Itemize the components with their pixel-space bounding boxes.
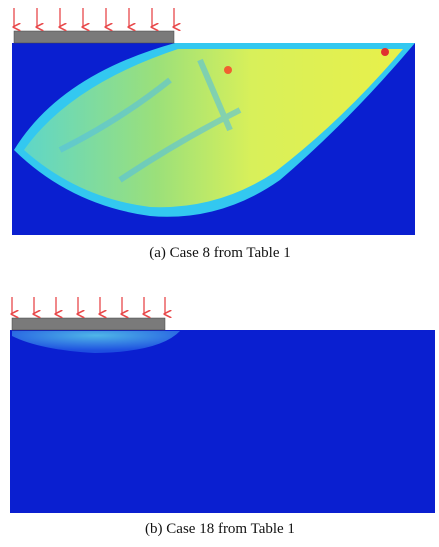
- footing: [14, 31, 174, 43]
- caption: (a) Case 8 from Table 1: [149, 245, 291, 261]
- panel-b: (b) Case 18 from Table 1: [10, 297, 435, 537]
- caption: (b) Case 18 from Table 1: [145, 521, 295, 537]
- footing: [12, 318, 165, 330]
- hot-spot: [381, 48, 389, 56]
- load-arrows: [14, 8, 174, 27]
- soil-domain: [10, 330, 435, 513]
- page: (a) Case 8 from Table 1 (b) Case 18 from…: [0, 0, 439, 547]
- panel-a: (a) Case 8 from Table 1: [12, 8, 415, 261]
- load-arrows: [12, 297, 165, 314]
- figure: (a) Case 8 from Table 1 (b) Case 18 from…: [0, 0, 439, 547]
- hot-spot: [224, 66, 232, 74]
